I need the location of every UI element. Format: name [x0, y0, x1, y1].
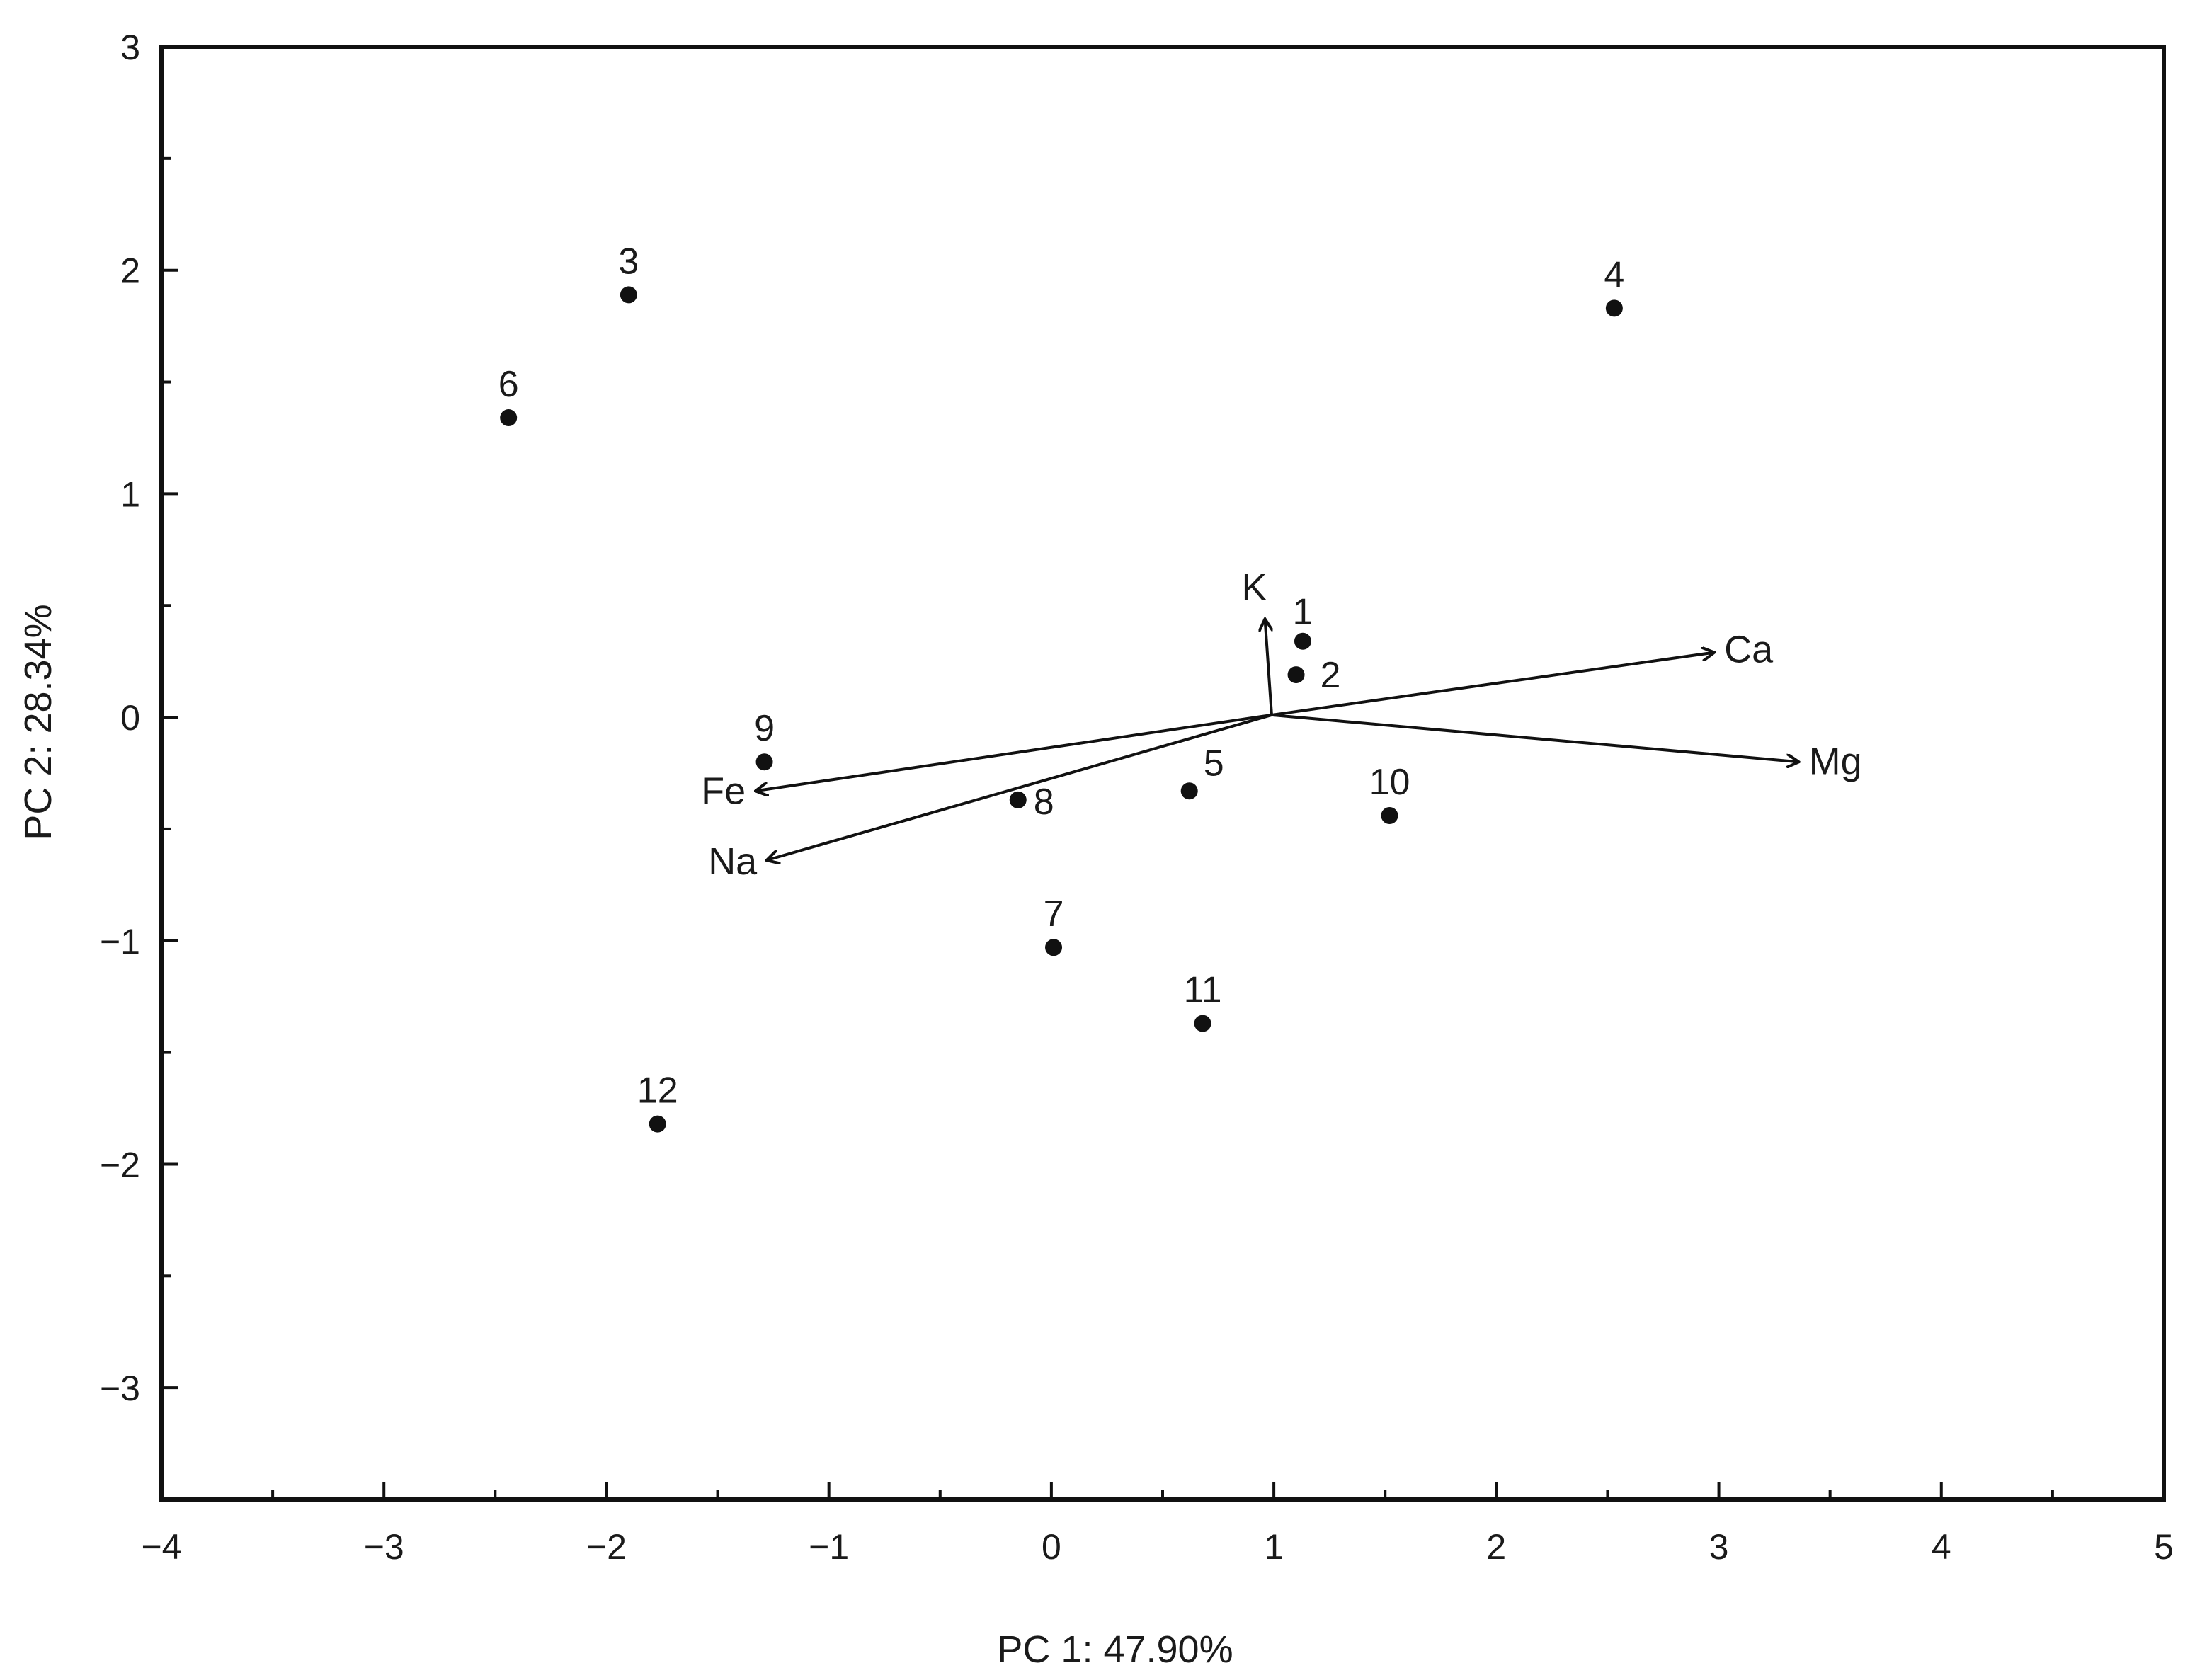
data-point: [1180, 782, 1198, 800]
y-tick-label: 2: [120, 251, 140, 291]
y-tick-label: −3: [100, 1368, 140, 1408]
point-label: 6: [498, 364, 519, 405]
data-point: [1194, 1015, 1211, 1032]
point-label: 5: [1204, 743, 1224, 784]
plot-frame: [159, 45, 2166, 1502]
x-tick-label: 0: [1042, 1527, 1061, 1567]
loading-label: K: [1242, 566, 1267, 609]
point-label: 10: [1369, 762, 1410, 803]
loading-label: Na: [708, 840, 758, 883]
point-label: 4: [1604, 254, 1624, 295]
y-tick-label: 0: [120, 698, 140, 738]
loading-arrows: K Ca Mg Fe Na: [701, 566, 1862, 883]
data-point: [1009, 791, 1027, 808]
x-tick-label: 2: [1486, 1527, 1506, 1567]
x-axis: −4 −3 −2 −1 0 1 2 3 4 5: [141, 1482, 2174, 1567]
data-point: [1045, 939, 1063, 956]
point-label: 12: [637, 1070, 678, 1112]
data-point: [620, 286, 637, 304]
point-label: 1: [1292, 592, 1313, 633]
loading-arrow-fe: [755, 713, 1272, 791]
x-axis-title: PC 1: 47.90%: [997, 1628, 1233, 1671]
loading-arrow-ca: [1271, 653, 1714, 716]
point-label: 7: [1044, 893, 1064, 935]
x-tick-label: −4: [141, 1527, 181, 1567]
data-point: [649, 1115, 666, 1133]
point-label: 2: [1321, 655, 1341, 696]
y-tick-label: −1: [100, 922, 140, 961]
loading-arrow-mg: [1271, 713, 1799, 762]
x-tick-label: −1: [809, 1527, 849, 1567]
point-label: 11: [1184, 970, 1222, 1011]
data-point: [1287, 666, 1305, 684]
loading-label: Ca: [1724, 629, 1774, 671]
y-tick-label: 3: [120, 28, 140, 67]
point-label: 3: [618, 241, 639, 282]
x-tick-label: 1: [1264, 1527, 1284, 1567]
data-point: [1294, 632, 1311, 650]
loading-arrow-k: [1265, 619, 1273, 716]
data-point: [1605, 299, 1623, 317]
x-tick-label: 4: [1932, 1527, 1951, 1567]
y-axis-title: PC 2: 28.34%: [17, 604, 59, 840]
data-point: [755, 753, 773, 771]
point-label: 8: [1034, 782, 1054, 823]
x-tick-label: −3: [364, 1527, 404, 1567]
data-point: [1381, 806, 1398, 824]
x-tick-label: 5: [2154, 1527, 2174, 1567]
y-axis: 3 2 1 0 −1 −2 −3: [100, 28, 178, 1501]
data-point: [500, 409, 518, 427]
loading-label: Mg: [1809, 740, 1862, 782]
y-tick-label: −2: [100, 1145, 140, 1184]
y-tick-label: 1: [120, 474, 140, 514]
point-label: 9: [754, 708, 775, 749]
x-tick-label: 3: [1709, 1527, 1729, 1567]
loading-label: Fe: [701, 770, 746, 812]
x-tick-label: −2: [586, 1527, 627, 1567]
loading-arrow-na: [767, 713, 1272, 860]
